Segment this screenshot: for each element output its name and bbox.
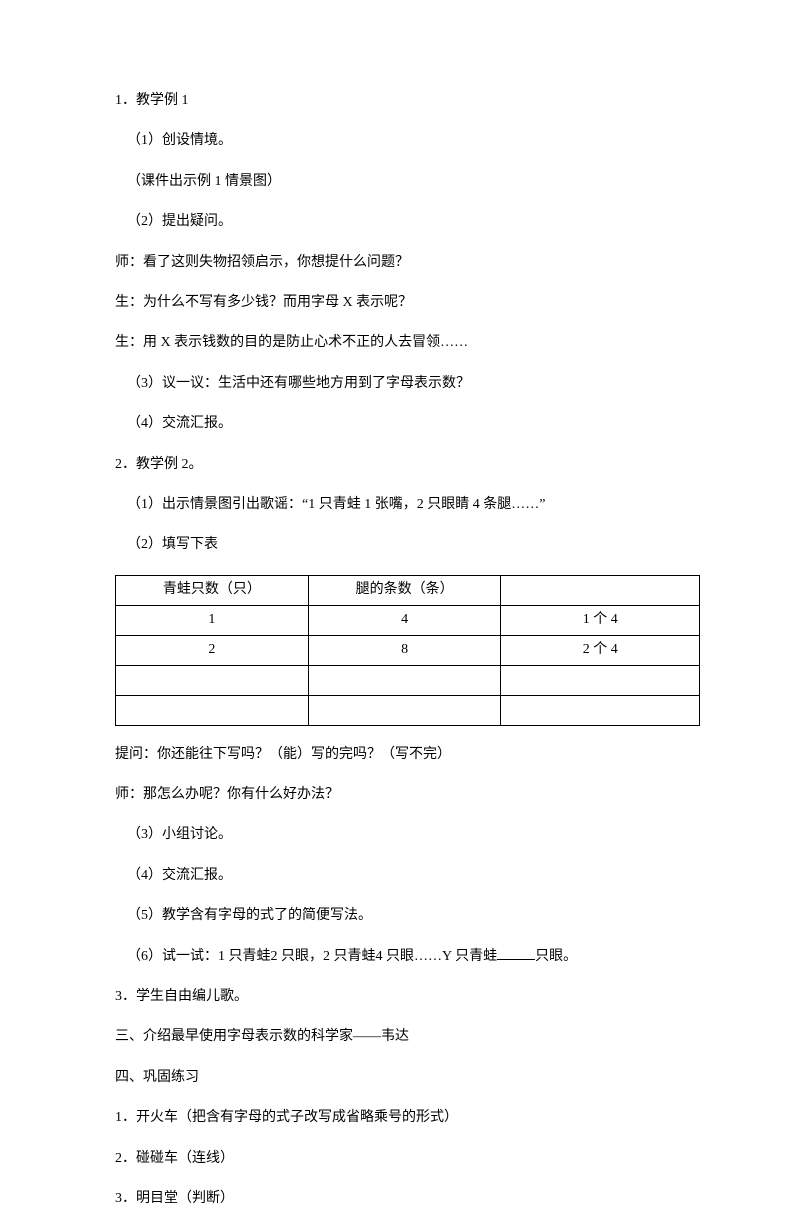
table-cell — [116, 695, 309, 725]
text-line: 提问：你还能往下写吗？（能）写的完吗？（写不完） — [115, 744, 700, 766]
text-line: （课件出示例 1 情景图） — [115, 171, 700, 193]
table-row — [116, 665, 700, 695]
table-cell — [308, 665, 501, 695]
table-cell: 1 个 4 — [501, 605, 700, 635]
table-cell — [116, 665, 309, 695]
text-line: （4）交流汇报。 — [115, 413, 700, 435]
table-header-cell: 腿的条数（条） — [308, 575, 501, 605]
text-line: （5）教学含有字母的式了的简便写法。 — [115, 905, 700, 927]
table-cell: 4 — [308, 605, 501, 635]
text-line: 1．教学例 1 — [115, 90, 700, 112]
frog-table: 青蛙只数（只） 腿的条数（条） 1 4 1 个 4 2 8 2 个 4 — [115, 575, 700, 726]
table-header-row: 青蛙只数（只） 腿的条数（条） — [116, 575, 700, 605]
text-line: 四、巩固练习 — [115, 1067, 700, 1089]
text-line: 3．明目堂（判断） — [115, 1188, 700, 1210]
table-header-cell: 青蛙只数（只） — [116, 575, 309, 605]
text-span: （6）试一试：1 只青蛙2 只眼，2 只青蛙4 只眼……Y 只青蛙 — [127, 949, 497, 964]
table-cell: 2 — [116, 635, 309, 665]
table-cell — [501, 695, 700, 725]
text-line: 1．开火车（把含有字母的式子改写成省略乘号的形式） — [115, 1107, 700, 1129]
table-header-cell — [501, 575, 700, 605]
text-span: 只眼。 — [535, 949, 577, 964]
table-cell: 1 — [116, 605, 309, 635]
text-line: （1）出示情景图引出歌谣：“1 只青蛙 1 张嘴，2 只眼睛 4 条腿……” — [115, 494, 700, 516]
table-row: 1 4 1 个 4 — [116, 605, 700, 635]
text-line: 师：那怎么办呢？你有什么好办法？ — [115, 784, 700, 806]
text-line: （2）填写下表 — [115, 534, 700, 556]
text-line: 生：用 X 表示钱数的目的是防止心术不正的人去冒领…… — [115, 332, 700, 354]
text-line: 3．学生自由编儿歌。 — [115, 986, 700, 1008]
table-row: 2 8 2 个 4 — [116, 635, 700, 665]
text-line: （3）议一议：生活中还有哪些地方用到了字母表示数？ — [115, 373, 700, 395]
table-cell — [501, 665, 700, 695]
text-line: 2．教学例 2。 — [115, 454, 700, 476]
text-line: 师：看了这则失物招领启示，你想提什么问题？ — [115, 252, 700, 274]
text-line: （6）试一试：1 只青蛙2 只眼，2 只青蛙4 只眼……Y 只青蛙 只眼。 — [115, 946, 700, 968]
text-line: 2．碰碰车（连线） — [115, 1148, 700, 1170]
table-cell: 8 — [308, 635, 501, 665]
text-line: （2）提出疑问。 — [115, 211, 700, 233]
text-line: 生：为什么不写有多少钱？而用字母 X 表示呢？ — [115, 292, 700, 314]
table-cell — [308, 695, 501, 725]
table-row — [116, 695, 700, 725]
table-cell: 2 个 4 — [501, 635, 700, 665]
text-line: （1）创设情境。 — [115, 130, 700, 152]
fill-blank — [497, 946, 535, 960]
text-line: 三、介绍最早使用字母表示数的科学家——韦达 — [115, 1026, 700, 1048]
text-line: （4）交流汇报。 — [115, 865, 700, 887]
text-line: （3）小组讨论。 — [115, 824, 700, 846]
